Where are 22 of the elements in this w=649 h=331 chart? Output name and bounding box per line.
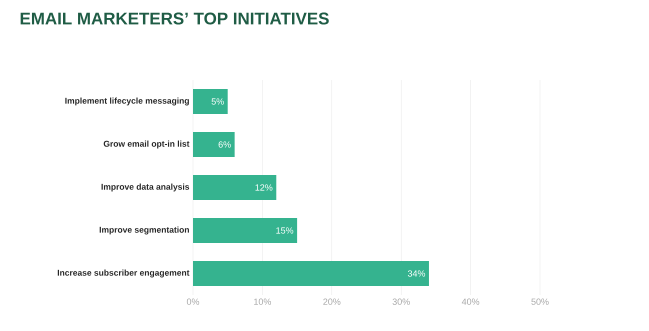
x-tick-label: 30%	[392, 298, 410, 305]
bar	[193, 261, 429, 286]
data-label: 5%	[212, 98, 224, 105]
x-tick-label: 20%	[323, 298, 340, 305]
data-label: 12%	[256, 184, 272, 191]
chart-title: EMAIL MARKETERS’ TOP INITIATIVES	[20, 12, 329, 25]
bar	[193, 175, 276, 200]
y-tick-label: Increase subscriber engagement	[58, 270, 190, 278]
y-tick-label: Improve data analysis	[102, 184, 190, 192]
data-label: 15%	[276, 227, 294, 234]
x-tick-label: 10%	[254, 298, 272, 305]
x-tick-label: 40%	[462, 298, 480, 305]
y-tick-label: Implement lifecycle messaging	[65, 98, 189, 106]
data-label: 34%	[408, 270, 426, 277]
y-tick-label: Grow email opt-in list	[104, 140, 190, 148]
y-tick-label: Improve segmentation	[100, 226, 189, 234]
bar	[193, 132, 235, 157]
data-label: 6%	[218, 141, 231, 148]
x-tick-label: 50%	[531, 298, 549, 305]
bar	[193, 218, 298, 243]
bar	[193, 89, 228, 114]
x-tick-label: 0%	[186, 298, 200, 305]
